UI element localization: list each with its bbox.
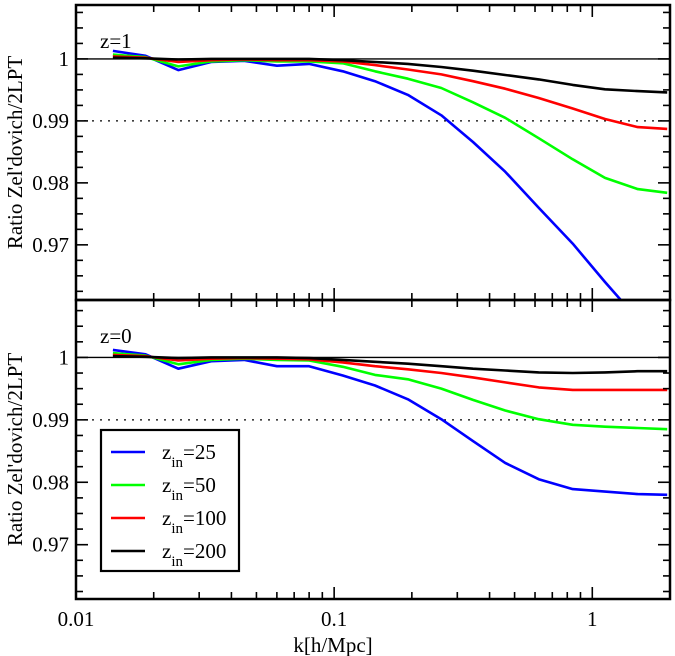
panel-top: 0.97 0.98 0.99 1 z=1 Ratio Zel'dovich/2LPT bbox=[3, 3, 672, 302]
y-axis-label: Ratio Zel'dovich/2LPT bbox=[3, 56, 27, 250]
y-tick-label: 1 bbox=[59, 47, 70, 71]
legend-label-base: z bbox=[162, 506, 171, 530]
legend-label-base: z bbox=[162, 473, 171, 497]
x-axis-label: k[h/Mpc] bbox=[293, 633, 372, 656]
panel-bottom: 0.97 0.98 0.99 1 0.01 0.1 1 k[h/Mpc] z=0 Ratio Ze… bbox=[3, 298, 672, 656]
legend-label-base: z bbox=[162, 539, 171, 563]
legend-label-sub: in bbox=[171, 554, 183, 570]
legend-label-base: z bbox=[162, 440, 171, 464]
legend-label-suffix: =25 bbox=[183, 440, 216, 464]
legend-label-sub: in bbox=[171, 488, 183, 504]
series-line-z_in=25 bbox=[112, 49, 623, 300]
series-line-z_in=50 bbox=[112, 53, 668, 195]
plot-frame bbox=[74, 3, 672, 302]
x-tick-label: 0.1 bbox=[321, 607, 347, 631]
series-line-z_in=100 bbox=[112, 55, 668, 131]
legend-label-sub: in bbox=[171, 455, 183, 471]
legend-label-sub: in bbox=[171, 521, 183, 537]
x-tick-label: 0.01 bbox=[58, 607, 95, 631]
x-tick-label: 1 bbox=[587, 607, 598, 631]
series-line-z_in=25 bbox=[112, 348, 668, 497]
legend-label-suffix: =50 bbox=[183, 473, 216, 497]
y-tick-label: 0.97 bbox=[32, 233, 69, 257]
series-line-z_in=50 bbox=[112, 351, 668, 431]
legend-label: zin=200 bbox=[162, 539, 226, 570]
series-line-z_in=100 bbox=[112, 353, 668, 392]
y-tick-label: 1 bbox=[59, 345, 70, 369]
series-line-z_in=200 bbox=[112, 354, 668, 375]
y-tick-label: 0.99 bbox=[32, 109, 69, 133]
legend-label-suffix: =100 bbox=[183, 506, 226, 530]
legend-label: zin=100 bbox=[162, 506, 226, 537]
y-tick-label: 0.99 bbox=[32, 408, 69, 432]
panel-label: z=0 bbox=[100, 324, 132, 348]
series-group bbox=[112, 348, 668, 497]
y-tick-label: 0.98 bbox=[32, 171, 69, 195]
y-tick-label: 0.98 bbox=[32, 470, 69, 494]
legend-box bbox=[99, 428, 241, 573]
legend-label: zin=50 bbox=[162, 473, 216, 504]
series-group bbox=[112, 49, 668, 300]
legend-label: zin=25 bbox=[162, 440, 216, 471]
plot-frame bbox=[74, 298, 672, 601]
y-tick-label: 0.97 bbox=[32, 533, 69, 557]
series-line-z_in=200 bbox=[112, 56, 668, 94]
y-axis-label: Ratio Zel'dovich/2LPT bbox=[3, 353, 27, 547]
panel-label: z=1 bbox=[100, 29, 132, 53]
legend-label-suffix: =200 bbox=[183, 539, 226, 563]
